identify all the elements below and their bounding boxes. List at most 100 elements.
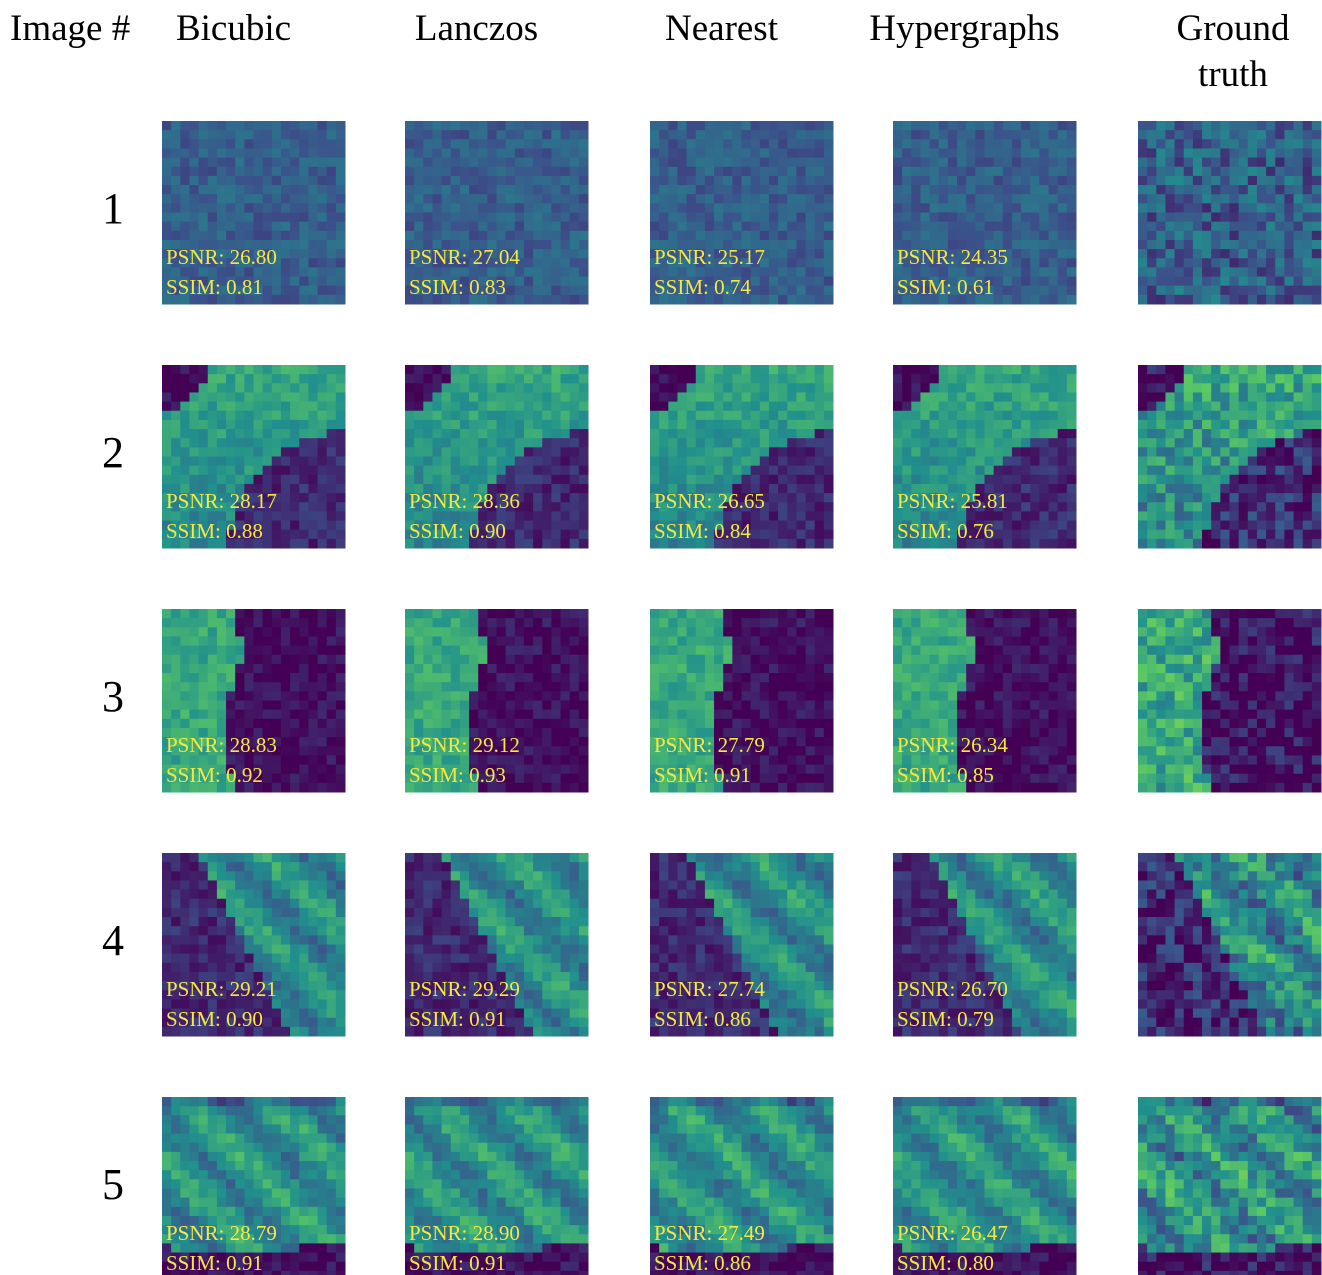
pixel [442,231,452,241]
pixel [1211,521,1221,531]
pixel [336,539,346,549]
pixel [570,121,580,131]
pixel [751,167,761,177]
pixel [336,420,346,430]
pixel [263,765,273,775]
pixel [460,664,470,674]
pixel [460,420,470,430]
pixel [806,130,816,140]
pixel [687,222,697,232]
pixel [254,475,264,485]
pixel [806,139,816,149]
pixel [1220,530,1230,540]
pixel [199,148,209,158]
pixel [524,267,534,277]
pixel [806,148,816,158]
pixel [1284,475,1294,485]
pixel [911,402,921,412]
pixel [1239,457,1249,467]
pixel [911,447,921,457]
pixel [318,249,328,259]
pixel [432,392,442,402]
pixel [327,691,337,701]
pixel [1202,530,1212,540]
pixel [327,420,337,430]
pixel [189,203,199,213]
pixel [551,493,561,503]
pixel [1012,249,1022,259]
pixel [299,383,309,393]
pixel [290,203,300,213]
pixel [1284,158,1294,168]
pixel [432,374,442,384]
pixel [778,609,788,619]
pixel [497,176,507,186]
pixel [796,365,806,375]
pixel [405,466,415,476]
pixel [235,231,245,241]
pixel [994,286,1004,296]
pixel [290,539,300,549]
pixel [487,130,497,140]
pixel [451,664,461,674]
pixel [524,511,534,521]
pixel [806,158,816,168]
tiles [0,0,1322,1275]
pixel [235,618,245,628]
pixel [1275,267,1285,277]
pixel [1049,539,1059,549]
pixel [1303,502,1313,512]
pixel [336,521,346,531]
pixel [171,121,181,131]
pixel [677,664,687,674]
pixel [515,475,525,485]
pixel [911,213,921,223]
pixel [1257,258,1267,268]
pixel [281,411,291,421]
pixel [1294,286,1304,296]
pixel [1030,139,1040,149]
pixel [327,673,337,683]
pixel [1058,383,1068,393]
pixel [432,167,442,177]
pixel [208,466,218,476]
pixel [975,203,985,213]
pixel [957,139,967,149]
pixel [1193,530,1203,540]
pixel [336,267,346,277]
pixel [570,402,580,412]
pixel [263,231,273,241]
pixel [778,240,788,250]
pixel [796,231,806,241]
pixel [478,627,488,637]
pixel [460,609,470,619]
pixel [460,392,470,402]
pixel [668,627,678,637]
pixel [226,185,236,195]
pixel [162,420,172,430]
pixel [318,222,328,232]
pixel [561,203,571,213]
pixel [769,167,779,177]
pixel [751,673,761,683]
pixel [1202,267,1212,277]
pixel [815,374,825,384]
pixel [1012,502,1022,512]
pixel [966,130,976,140]
pixel [1257,402,1267,412]
pixel [824,618,834,628]
pixel [796,139,806,149]
pixel [1230,383,1240,393]
pixel [542,710,552,720]
pixel [561,609,571,619]
pixel [208,475,218,485]
pixel [1248,249,1258,259]
pixel [254,664,264,674]
pixel [787,185,797,195]
pixel [714,682,724,692]
pixel [1049,295,1059,305]
pixel [1312,286,1322,296]
pixel [824,466,834,476]
pixel [1275,521,1285,531]
pixel [911,231,921,241]
